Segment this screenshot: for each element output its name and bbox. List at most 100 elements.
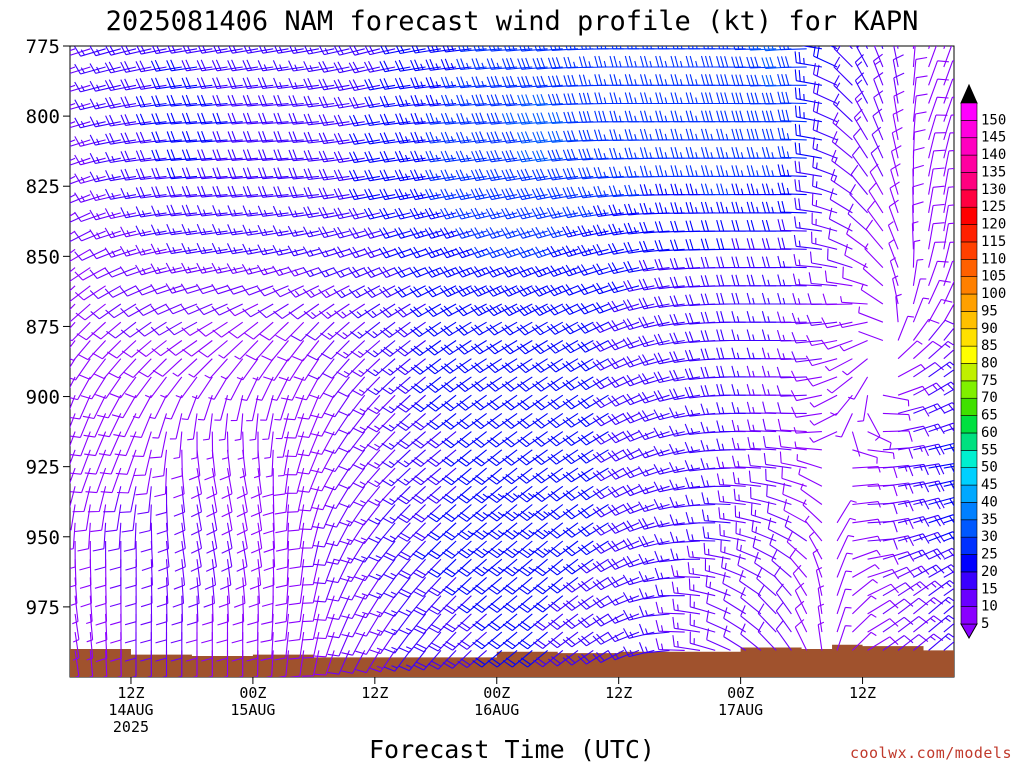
wind-barb (427, 631, 457, 652)
wind-barb (943, 604, 954, 615)
wind-barb (486, 187, 518, 201)
wind-barb (74, 46, 106, 57)
wind-barb (547, 394, 579, 410)
wind-barb (701, 509, 731, 524)
wind-barb (689, 631, 716, 651)
wind-barb (257, 205, 289, 217)
wind-barb (139, 504, 152, 534)
wind-barb (440, 321, 472, 337)
wind-barb (235, 559, 247, 590)
wind-barb (141, 540, 154, 572)
wind-barb (455, 321, 487, 336)
wind-barb (275, 321, 305, 342)
wind-barb (90, 303, 122, 320)
wind-barb (410, 150, 441, 163)
wind-barb (227, 205, 259, 217)
wind-barb (638, 605, 670, 618)
wind-barb (364, 303, 396, 319)
wind-barb (303, 186, 335, 199)
x-tick-label: 17AUG (718, 701, 763, 719)
colorbar-label: 125 (981, 199, 1006, 215)
wind-barb (263, 540, 276, 572)
wind-barb (379, 60, 411, 73)
wind-barb (501, 94, 533, 107)
wind-barb (97, 394, 122, 419)
wind-barb (731, 201, 761, 214)
wind-barb (486, 94, 518, 107)
wind-barb (70, 321, 76, 329)
wind-barb (354, 577, 381, 600)
wind-barb (767, 517, 792, 542)
wind-barb (234, 413, 244, 441)
wind-barb (366, 431, 396, 451)
wind-barb (943, 465, 954, 469)
wind-barb (533, 576, 564, 595)
wind-barb (364, 188, 396, 201)
wind-barb (592, 244, 624, 256)
wind-barb (577, 225, 609, 237)
wind-barb (409, 303, 442, 318)
wind-barb (928, 580, 954, 597)
wind-barb (74, 650, 80, 677)
wind-barb (653, 333, 685, 346)
wind-barb (685, 147, 716, 159)
x-tick-label: 12Z (117, 684, 144, 702)
wind-barb (700, 147, 731, 159)
wind-barb (592, 263, 624, 276)
wind-barb (624, 166, 655, 178)
wind-barb (166, 149, 198, 161)
wind-barb (685, 529, 716, 542)
wind-barb (327, 595, 350, 620)
wind-barb (547, 631, 579, 649)
wind-barb (337, 431, 366, 453)
wind-barb (486, 340, 518, 355)
wind-barb (352, 431, 381, 452)
colorbar-label: 150 (981, 112, 1006, 128)
wind-barb (893, 90, 905, 122)
wind-barb (348, 79, 381, 92)
wind-barb (383, 595, 411, 617)
wind-barb (622, 484, 655, 497)
wind-barb (70, 48, 76, 52)
wind-barb (657, 46, 685, 50)
wind-barb (192, 650, 198, 677)
wind-barb (607, 649, 640, 661)
wind-barb (245, 340, 274, 361)
wind-barb (262, 559, 275, 590)
wind-barb (798, 468, 823, 487)
wind-barb (70, 376, 76, 389)
wind-barb (912, 297, 930, 323)
wind-barb (669, 407, 701, 419)
wind-barb (456, 412, 487, 430)
wind-barb (943, 587, 954, 597)
wind-barb (107, 340, 137, 359)
wind-barb (181, 77, 213, 90)
wind-barb (532, 504, 564, 521)
wind-barb (547, 613, 579, 630)
wind-barb (855, 46, 869, 68)
wind-barb (897, 364, 926, 378)
wind-barb (882, 582, 914, 597)
wind-barb (89, 98, 121, 110)
wind-barb (532, 412, 564, 429)
wind-barb (796, 454, 823, 469)
wind-barb (456, 112, 487, 125)
wind-barb (517, 449, 548, 466)
wind-barb (197, 167, 228, 180)
wind-barb (670, 110, 700, 123)
wind-barb (120, 226, 152, 238)
wind-barb (303, 131, 335, 144)
wind-barb (547, 57, 579, 70)
wind-barb (547, 75, 579, 88)
wind-barb (439, 285, 472, 298)
wind-barb (746, 110, 777, 123)
wind-barb (135, 468, 152, 496)
wind-barb (704, 559, 731, 578)
wind-barb (639, 74, 670, 86)
wind-barb (737, 554, 762, 578)
wind-barb (74, 117, 106, 129)
colorbar-swatch (960, 450, 978, 469)
wind-barb (411, 46, 441, 54)
wind-barb (913, 443, 945, 456)
wind-barb (689, 595, 716, 615)
